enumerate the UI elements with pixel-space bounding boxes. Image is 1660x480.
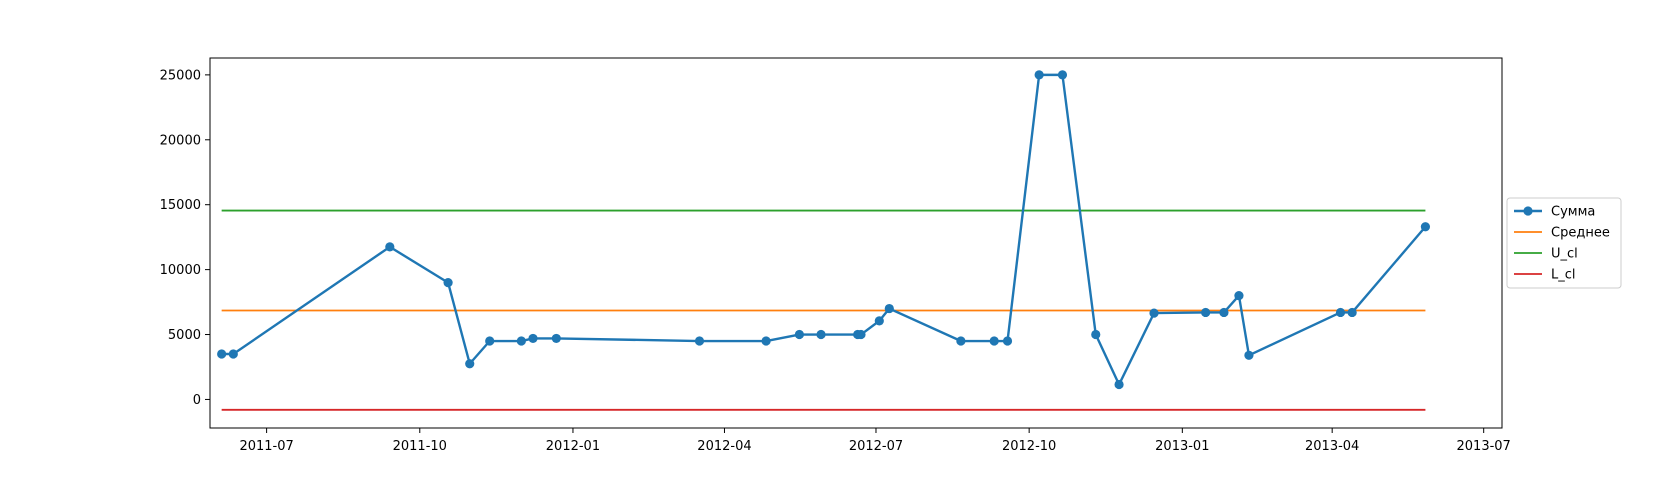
data-point-12 xyxy=(816,329,826,340)
x-tick-label: 2011-10 xyxy=(393,439,447,454)
data-point-9 xyxy=(694,336,705,346)
x-tick-label: 2011-07 xyxy=(239,439,293,454)
y-tick-label: 15000 xyxy=(160,198,201,213)
x-tick-label: 2012-04 xyxy=(697,439,751,454)
y-tick-label: 5000 xyxy=(168,328,201,343)
legend-box xyxy=(1506,197,1622,289)
data-point-7 xyxy=(528,333,538,344)
legend-item: Сумма xyxy=(1514,205,1595,220)
y-tick-label: 25000 xyxy=(160,68,201,83)
data-point-30 xyxy=(1347,307,1357,318)
plot-frame xyxy=(209,57,1503,429)
data-point-14 xyxy=(856,329,866,340)
data-point-25 xyxy=(1201,307,1211,318)
axes: 0 5000 10000 15000 20000 25000 2011-07 2011-10 2… xyxy=(160,57,1511,454)
data-point-28 xyxy=(1244,350,1254,360)
data-point-4 xyxy=(465,359,475,369)
x-tick-label: 2013-01 xyxy=(1155,439,1209,454)
y-tick-label: 20000 xyxy=(160,133,201,148)
data-point-17 xyxy=(956,336,966,346)
data-point-19 xyxy=(1002,336,1013,346)
legend-item: Среднее xyxy=(1514,226,1610,241)
legend-label: Сумма xyxy=(1551,205,1595,220)
legend-marker xyxy=(1523,206,1533,216)
legend-item: L_cl xyxy=(1514,268,1576,283)
legend: Сумма Среднее U_cl L_cl xyxy=(1506,197,1622,289)
data-point-21 xyxy=(1057,70,1068,80)
data-point-23 xyxy=(1114,379,1124,390)
x-tick-label: 2012-10 xyxy=(1002,439,1056,454)
data-point-10 xyxy=(761,336,771,346)
data-point-3 xyxy=(443,277,453,288)
data-point-22 xyxy=(1091,329,1101,340)
x-tick-label: 2013-07 xyxy=(1457,439,1511,454)
x-tick-label: 2013-04 xyxy=(1305,439,1359,454)
y-tick-label: 0 xyxy=(193,393,201,408)
data-point-11 xyxy=(794,329,804,340)
data-point-31 xyxy=(1420,222,1431,232)
data-point-24 xyxy=(1149,308,1159,318)
data-point-1 xyxy=(228,349,238,359)
data-point-26 xyxy=(1219,307,1229,318)
data-point-5 xyxy=(485,336,495,346)
data-point-15 xyxy=(874,316,884,326)
x-tick-label: 2012-01 xyxy=(546,439,600,454)
x-tick-label: 2012-07 xyxy=(849,439,903,454)
legend-label: U_cl xyxy=(1551,247,1578,262)
data-point-18 xyxy=(989,336,999,346)
legend-label: Среднее xyxy=(1551,226,1610,241)
data-point-2 xyxy=(385,242,395,252)
data-point-0 xyxy=(217,349,227,359)
data-point-29 xyxy=(1335,307,1346,318)
y-tick-label: 10000 xyxy=(160,263,201,278)
legend-item: U_cl xyxy=(1514,247,1578,262)
data-point-6 xyxy=(516,336,526,346)
data-point-16 xyxy=(884,303,894,314)
series-lines xyxy=(217,70,1431,411)
data-point-8 xyxy=(551,333,561,344)
data-point-20 xyxy=(1034,70,1044,80)
data-point-27 xyxy=(1234,290,1244,301)
legend-label: L_cl xyxy=(1551,268,1576,283)
